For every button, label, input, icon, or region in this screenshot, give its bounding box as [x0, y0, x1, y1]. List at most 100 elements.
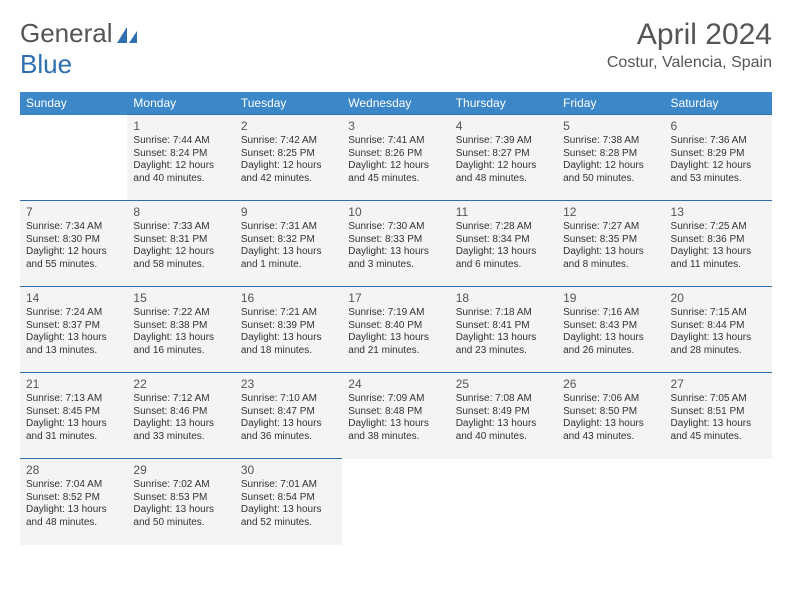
day-cell: 20Sunrise: 7:15 AMSunset: 8:44 PMDayligh… [665, 287, 772, 373]
day-number: 3 [348, 119, 443, 133]
daylight-line-2: and 28 minutes. [671, 345, 766, 358]
sunset-line: Sunset: 8:36 PM [671, 234, 766, 247]
sunrise-line: Sunrise: 7:31 AM [241, 221, 336, 234]
week-row: 1Sunrise: 7:44 AMSunset: 8:24 PMDaylight… [20, 115, 772, 201]
sunrise-line: Sunrise: 7:39 AM [456, 135, 551, 148]
day-cell [665, 459, 772, 545]
day-number: 12 [563, 205, 658, 219]
day-cell [557, 459, 664, 545]
daylight-line-1: Daylight: 13 hours [241, 246, 336, 259]
day-cell: 7Sunrise: 7:34 AMSunset: 8:30 PMDaylight… [20, 201, 127, 287]
day-number: 14 [26, 291, 121, 305]
daylight-line-2: and 6 minutes. [456, 259, 551, 272]
day-number: 8 [133, 205, 228, 219]
sunset-line: Sunset: 8:54 PM [241, 492, 336, 505]
day-number: 27 [671, 377, 766, 391]
daylight-line-1: Daylight: 12 hours [133, 246, 228, 259]
day-cell: 22Sunrise: 7:12 AMSunset: 8:46 PMDayligh… [127, 373, 234, 459]
week-row: 7Sunrise: 7:34 AMSunset: 8:30 PMDaylight… [20, 201, 772, 287]
day-number: 13 [671, 205, 766, 219]
sunrise-line: Sunrise: 7:21 AM [241, 307, 336, 320]
sunset-line: Sunset: 8:32 PM [241, 234, 336, 247]
day-cell: 26Sunrise: 7:06 AMSunset: 8:50 PMDayligh… [557, 373, 664, 459]
daylight-line-2: and 50 minutes. [563, 173, 658, 186]
sunrise-line: Sunrise: 7:22 AM [133, 307, 228, 320]
month-title: April 2024 [607, 18, 772, 52]
sunset-line: Sunset: 8:44 PM [671, 320, 766, 333]
sunset-line: Sunset: 8:24 PM [133, 148, 228, 161]
sunrise-line: Sunrise: 7:25 AM [671, 221, 766, 234]
weekday-header: Saturday [665, 92, 772, 115]
daylight-line-2: and 45 minutes. [671, 431, 766, 444]
sunrise-line: Sunrise: 7:13 AM [26, 393, 121, 406]
sunrise-line: Sunrise: 7:33 AM [133, 221, 228, 234]
sunrise-line: Sunrise: 7:30 AM [348, 221, 443, 234]
day-number: 18 [456, 291, 551, 305]
day-number: 17 [348, 291, 443, 305]
day-number: 23 [241, 377, 336, 391]
day-number: 6 [671, 119, 766, 133]
daylight-line-2: and 45 minutes. [348, 173, 443, 186]
sunrise-line: Sunrise: 7:44 AM [133, 135, 228, 148]
day-number: 28 [26, 463, 121, 477]
day-number: 21 [26, 377, 121, 391]
weekday-header: Monday [127, 92, 234, 115]
daylight-line-2: and 31 minutes. [26, 431, 121, 444]
daylight-line-1: Daylight: 13 hours [26, 332, 121, 345]
daylight-line-2: and 40 minutes. [133, 173, 228, 186]
daylight-line-1: Daylight: 13 hours [671, 246, 766, 259]
daylight-line-1: Daylight: 13 hours [456, 332, 551, 345]
daylight-line-1: Daylight: 13 hours [26, 418, 121, 431]
daylight-line-2: and 36 minutes. [241, 431, 336, 444]
sunrise-line: Sunrise: 7:18 AM [456, 307, 551, 320]
sunrise-line: Sunrise: 7:02 AM [133, 479, 228, 492]
day-cell: 3Sunrise: 7:41 AMSunset: 8:26 PMDaylight… [342, 115, 449, 201]
weekday-header: Thursday [450, 92, 557, 115]
sunset-line: Sunset: 8:49 PM [456, 406, 551, 419]
daylight-line-2: and 48 minutes. [456, 173, 551, 186]
weekday-header-row: SundayMondayTuesdayWednesdayThursdayFrid… [20, 92, 772, 115]
day-cell: 30Sunrise: 7:01 AMSunset: 8:54 PMDayligh… [235, 459, 342, 545]
sunrise-line: Sunrise: 7:42 AM [241, 135, 336, 148]
sunset-line: Sunset: 8:29 PM [671, 148, 766, 161]
sunrise-line: Sunrise: 7:09 AM [348, 393, 443, 406]
daylight-line-1: Daylight: 13 hours [563, 246, 658, 259]
daylight-line-1: Daylight: 12 hours [563, 160, 658, 173]
day-cell: 15Sunrise: 7:22 AMSunset: 8:38 PMDayligh… [127, 287, 234, 373]
daylight-line-2: and 38 minutes. [348, 431, 443, 444]
day-cell: 8 Sunrise: 7:33 AMSunset: 8:31 PMDaylight… [127, 201, 234, 287]
calendar-body: 1Sunrise: 7:44 AMSunset: 8:24 PMDaylight… [20, 115, 772, 545]
sunset-line: Sunset: 8:53 PM [133, 492, 228, 505]
daylight-line-2: and 1 minute. [241, 259, 336, 272]
sunset-line: Sunset: 8:35 PM [563, 234, 658, 247]
daylight-line-2: and 58 minutes. [133, 259, 228, 272]
daylight-line-1: Daylight: 13 hours [241, 504, 336, 517]
day-number: 9 [241, 205, 336, 219]
daylight-line-1: Daylight: 12 hours [241, 160, 336, 173]
daylight-line-2: and 18 minutes. [241, 345, 336, 358]
day-cell: 23Sunrise: 7:10 AMSunset: 8:47 PMDayligh… [235, 373, 342, 459]
header: GeneralBlue April 2024 Costur, Valencia,… [20, 18, 772, 80]
sunset-line: Sunset: 8:30 PM [26, 234, 121, 247]
daylight-line-1: Daylight: 13 hours [348, 418, 443, 431]
daylight-line-2: and 52 minutes. [241, 517, 336, 530]
day-cell: 16Sunrise: 7:21 AMSunset: 8:39 PMDayligh… [235, 287, 342, 373]
day-cell: 2Sunrise: 7:42 AMSunset: 8:25 PMDaylight… [235, 115, 342, 201]
daylight-line-2: and 40 minutes. [456, 431, 551, 444]
day-cell: 27Sunrise: 7:05 AMSunset: 8:51 PMDayligh… [665, 373, 772, 459]
location: Costur, Valencia, Spain [607, 54, 772, 72]
sunrise-line: Sunrise: 7:38 AM [563, 135, 658, 148]
sunrise-line: Sunrise: 7:04 AM [26, 479, 121, 492]
daylight-line-1: Daylight: 13 hours [671, 418, 766, 431]
daylight-line-1: Daylight: 12 hours [133, 160, 228, 173]
sunset-line: Sunset: 8:31 PM [133, 234, 228, 247]
logo-general: General [20, 18, 113, 48]
sunset-line: Sunset: 8:51 PM [671, 406, 766, 419]
sunset-line: Sunset: 8:45 PM [26, 406, 121, 419]
week-row: 21Sunrise: 7:13 AMSunset: 8:45 PMDayligh… [20, 373, 772, 459]
sunset-line: Sunset: 8:37 PM [26, 320, 121, 333]
day-cell: 6Sunrise: 7:36 AMSunset: 8:29 PMDaylight… [665, 115, 772, 201]
weekday-header: Wednesday [342, 92, 449, 115]
sunset-line: Sunset: 8:52 PM [26, 492, 121, 505]
sunset-line: Sunset: 8:39 PM [241, 320, 336, 333]
